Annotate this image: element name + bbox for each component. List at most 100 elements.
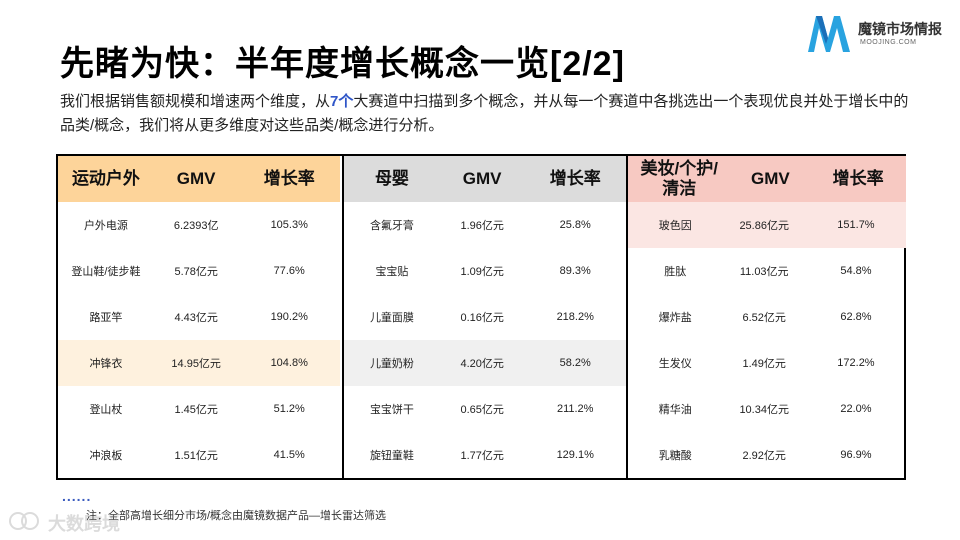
- cell-gmv: 25.86亿元: [739, 220, 789, 232]
- header-category: 美妆/个护/清洁: [640, 159, 718, 198]
- cell-gmv: 10.34亿元: [739, 404, 789, 416]
- table-row: 路亚竿 4.43亿元 190.2%: [58, 294, 340, 340]
- moojing-m-logo-icon: [808, 16, 850, 52]
- table-row: 登山杖 1.45亿元 51.2%: [58, 386, 340, 432]
- table-row: 宝宝贴 1.09亿元 89.3%: [344, 248, 626, 294]
- cell-growth: 58.2%: [559, 357, 591, 369]
- section-header: 美妆/个护/清洁 GMV 增长率: [628, 156, 906, 202]
- table-row-highlighted: 冲锋衣 14.95亿元 104.8%: [58, 340, 340, 386]
- page-title: 先睹为快：半年度增长概念一览[2/2]: [60, 45, 625, 83]
- cell-name: 儿童奶粉: [369, 358, 414, 370]
- table-row: 冲浪板 1.51亿元 41.5%: [58, 432, 340, 478]
- table-row: 胜肽 11.03亿元 54.8%: [628, 248, 906, 294]
- cell-gmv: 2.92亿元: [742, 450, 786, 462]
- cell-growth: 211.2%: [556, 403, 594, 415]
- description-part2: 大赛道中扫描到多个概念，并从每一个赛道中各挑选出一个表现优良并处于增长中的品类/…: [60, 93, 909, 134]
- cell-growth: 151.7%: [837, 219, 875, 231]
- cell-growth: 172.2%: [837, 357, 875, 369]
- section-beauty: 美妆/个护/清洁 GMV 增长率 玻色因 25.86亿元 151.7% 胜肽 11.0…: [626, 156, 906, 478]
- cell-name: 登山杖: [89, 404, 123, 416]
- cell-gmv: 0.16亿元: [460, 312, 504, 324]
- decorative-dots: ......: [62, 488, 92, 504]
- cell-gmv: 0.65亿元: [460, 404, 504, 416]
- cell-name: 生发仪: [658, 358, 692, 370]
- section-header: 运动户外 GMV 增长率: [58, 156, 340, 202]
- cell-name: 宝宝饼干: [369, 404, 414, 416]
- logo-subtitle: MOOJING.COM: [860, 39, 917, 46]
- cell-growth: 22.0%: [840, 403, 872, 415]
- cell-gmv: 6.2393亿: [173, 220, 219, 232]
- cell-name: 玻色因: [658, 220, 692, 232]
- table-row: 精华油 10.34亿元 22.0%: [628, 386, 906, 432]
- header-category: 运动户外: [71, 169, 140, 188]
- header-gmv: GMV: [750, 169, 790, 188]
- description-part1: 我们根据销售额规模和增速两个维度，从: [60, 93, 331, 110]
- cell-name: 含氟牙膏: [369, 220, 414, 232]
- cell-name: 胜肽: [664, 266, 687, 278]
- cell-growth: 104.8%: [270, 357, 308, 369]
- watermark-text: 大数跨境: [48, 514, 120, 534]
- cell-growth: 62.8%: [840, 311, 872, 323]
- cell-name: 宝宝贴: [375, 266, 409, 278]
- cell-growth: 129.1%: [556, 449, 594, 461]
- cell-name: 冲锋衣: [89, 358, 123, 370]
- header-growth: 增长率: [832, 169, 884, 188]
- cell-growth: 218.2%: [556, 311, 594, 323]
- table-row: 生发仪 1.49亿元 172.2%: [628, 340, 906, 386]
- header-gmv: GMV: [462, 169, 502, 188]
- header-gmv: GMV: [176, 169, 216, 188]
- cell-name: 户外电源: [83, 220, 128, 232]
- table-row: 爆炸盐 6.52亿元 62.8%: [628, 294, 906, 340]
- logo: 魔镜市场情报 MOOJING.COM: [806, 10, 956, 56]
- cell-gmv: 1.49亿元: [742, 358, 786, 370]
- table-row: 登山鞋/徒步鞋 5.78亿元 77.6%: [58, 248, 340, 294]
- table-row: 乳糖酸 2.92亿元 96.9%: [628, 432, 906, 478]
- table-row: 户外电源 6.2393亿 105.3%: [58, 202, 340, 248]
- header-growth: 增长率: [549, 169, 601, 188]
- section-outdoor: 运动户外 GMV 增长率 户外电源 6.2393亿 105.3% 登山鞋/徒步鞋 5.…: [58, 156, 340, 478]
- cell-growth: 41.5%: [273, 449, 305, 461]
- cell-name: 冲浪板: [89, 450, 123, 462]
- table-row: 宝宝饼干 0.65亿元 211.2%: [344, 386, 626, 432]
- cell-gmv: 4.20亿元: [460, 358, 504, 370]
- description-highlight: 7个: [330, 93, 354, 110]
- watermark: 大数跨境: [8, 508, 128, 536]
- cell-growth: 51.2%: [273, 403, 305, 415]
- table-row-highlighted: 玻色因 25.86亿元 151.7%: [628, 202, 906, 248]
- cell-gmv: 1.09亿元: [460, 266, 504, 278]
- cell-gmv: 1.77亿元: [460, 450, 504, 462]
- cell-growth: 96.9%: [840, 449, 872, 461]
- cell-gmv: 1.45亿元: [174, 404, 218, 416]
- cell-growth: 77.6%: [273, 265, 305, 277]
- watermark-logo-icon: [9, 512, 39, 530]
- cell-name: 路亚竿: [89, 312, 123, 324]
- section-header: 母婴 GMV 增长率: [344, 156, 626, 202]
- header-category: 母婴: [374, 169, 409, 188]
- cell-name: 旋钮童鞋: [369, 450, 414, 462]
- cell-gmv: 14.95亿元: [171, 358, 221, 370]
- table-row: 含氟牙膏 1.96亿元 25.8%: [344, 202, 626, 248]
- cell-name: 儿童面膜: [369, 312, 414, 324]
- table-row: 儿童面膜 0.16亿元 218.2%: [344, 294, 626, 340]
- cell-gmv: 6.52亿元: [742, 312, 786, 324]
- cell-gmv: 11.03亿元: [739, 266, 789, 278]
- logo-name: 魔镜市场情报: [858, 21, 942, 37]
- cell-growth: 89.3%: [559, 265, 591, 277]
- description: 我们根据销售额规模和增速两个维度，从7个大赛道中扫描到多个概念，并从每一个赛道中…: [60, 90, 910, 138]
- cell-gmv: 4.43亿元: [174, 312, 218, 324]
- cell-name: 爆炸盐: [658, 312, 692, 324]
- cell-name: 乳糖酸: [658, 450, 692, 462]
- cell-growth: 25.8%: [559, 219, 591, 231]
- cell-growth: 105.3%: [270, 219, 308, 231]
- concept-table: 运动户外 GMV 增长率 户外电源 6.2393亿 105.3% 登山鞋/徒步鞋 5.…: [56, 154, 906, 480]
- footnote: 注：全部高增长细分市场/概念由魔镜数据产品—增长雷达筛选: [86, 510, 387, 522]
- cell-gmv: 1.96亿元: [460, 220, 504, 232]
- cell-name: 精华油: [658, 404, 692, 416]
- cell-growth: 190.2%: [270, 311, 308, 323]
- cell-gmv: 1.51亿元: [174, 450, 218, 462]
- section-baby: 母婴 GMV 增长率 含氟牙膏 1.96亿元 25.8% 宝宝贴 1.09亿元 89.3…: [342, 156, 626, 478]
- cell-growth: 54.8%: [840, 265, 872, 277]
- header-growth: 增长率: [263, 169, 315, 188]
- table-row-highlighted: 儿童奶粉 4.20亿元 58.2%: [344, 340, 626, 386]
- table-row: 旋钮童鞋 1.77亿元 129.1%: [344, 432, 626, 478]
